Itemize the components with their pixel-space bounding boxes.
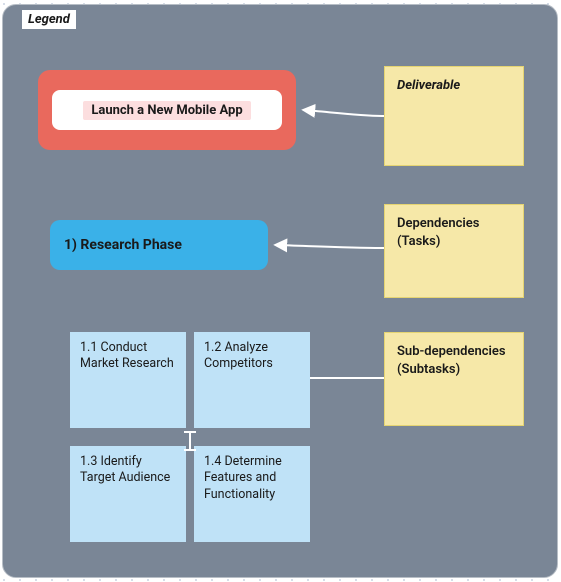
note-subdeps-line2: (Subtasks) xyxy=(397,361,511,379)
note-dependencies: Dependencies (Tasks) xyxy=(384,204,524,298)
note-subdependencies: Sub-dependencies (Subtasks) xyxy=(384,332,524,426)
subtask-1-2-label: 1.2 Analyze Competitors xyxy=(204,340,273,371)
note-subdeps-line1: Sub-dependencies xyxy=(397,343,511,361)
deliverable-card: Launch a New Mobile App xyxy=(52,90,282,130)
subtask-1-3: 1.3 Identify Target Audience xyxy=(70,446,186,542)
subtask-1-2: 1.2 Analyze Competitors xyxy=(194,332,310,428)
diagram-canvas: Legend Launch a New Mobile App Deliverab… xyxy=(0,0,561,582)
note-deliverable: Deliverable xyxy=(384,66,524,166)
note-deliverable-header: Deliverable xyxy=(397,77,511,95)
subtask-1-4: 1.4 Determine Features and Functionality xyxy=(194,446,310,542)
task-label: 1) Research Phase xyxy=(64,237,182,253)
deliverable-title: Launch a New Mobile App xyxy=(83,101,250,120)
legend-title: Legend xyxy=(22,10,76,29)
note-dependencies-line1: Dependencies xyxy=(397,215,511,233)
subtask-1-3-label: 1.3 Identify Target Audience xyxy=(80,454,170,485)
subtask-1-1: 1.1 Conduct Market Research xyxy=(70,332,186,428)
subtask-1-1-label: 1.1 Conduct Market Research xyxy=(80,340,174,371)
task-research-phase: 1) Research Phase xyxy=(50,220,268,270)
subtask-1-4-label: 1.4 Determine Features and Functionality xyxy=(204,454,282,502)
note-dependencies-line2: (Tasks) xyxy=(397,233,511,251)
